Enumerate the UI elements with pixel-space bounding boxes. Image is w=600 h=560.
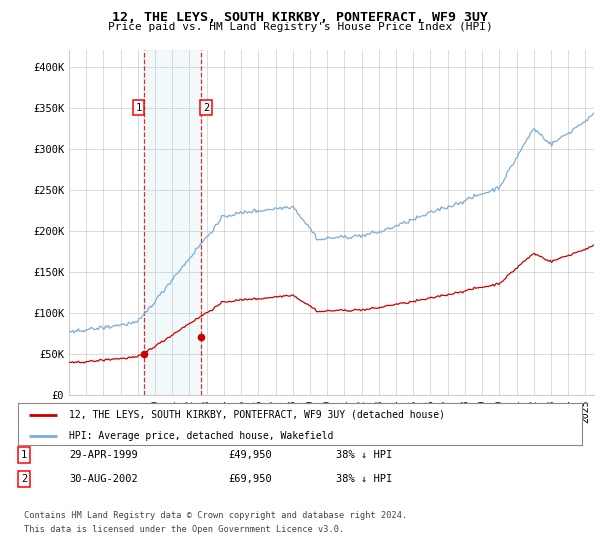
Text: 1: 1 — [21, 450, 27, 460]
Text: 38% ↓ HPI: 38% ↓ HPI — [336, 450, 392, 460]
Text: 2: 2 — [203, 103, 209, 113]
Text: 12, THE LEYS, SOUTH KIRKBY, PONTEFRACT, WF9 3UY (detached house): 12, THE LEYS, SOUTH KIRKBY, PONTEFRACT, … — [69, 410, 445, 420]
Text: £49,950: £49,950 — [228, 450, 272, 460]
Text: 1: 1 — [135, 103, 142, 113]
Text: HPI: Average price, detached house, Wakefield: HPI: Average price, detached house, Wake… — [69, 431, 333, 441]
Text: 29-APR-1999: 29-APR-1999 — [69, 450, 138, 460]
Text: 12, THE LEYS, SOUTH KIRKBY, PONTEFRACT, WF9 3UY: 12, THE LEYS, SOUTH KIRKBY, PONTEFRACT, … — [112, 11, 488, 24]
Bar — [143, 50, 201, 395]
Text: Price paid vs. HM Land Registry's House Price Index (HPI): Price paid vs. HM Land Registry's House … — [107, 22, 493, 32]
Text: Contains HM Land Registry data © Crown copyright and database right 2024.: Contains HM Land Registry data © Crown c… — [24, 511, 407, 520]
Text: 2: 2 — [21, 474, 27, 484]
Text: This data is licensed under the Open Government Licence v3.0.: This data is licensed under the Open Gov… — [24, 525, 344, 534]
Text: 38% ↓ HPI: 38% ↓ HPI — [336, 474, 392, 484]
Text: 30-AUG-2002: 30-AUG-2002 — [69, 474, 138, 484]
Text: £69,950: £69,950 — [228, 474, 272, 484]
